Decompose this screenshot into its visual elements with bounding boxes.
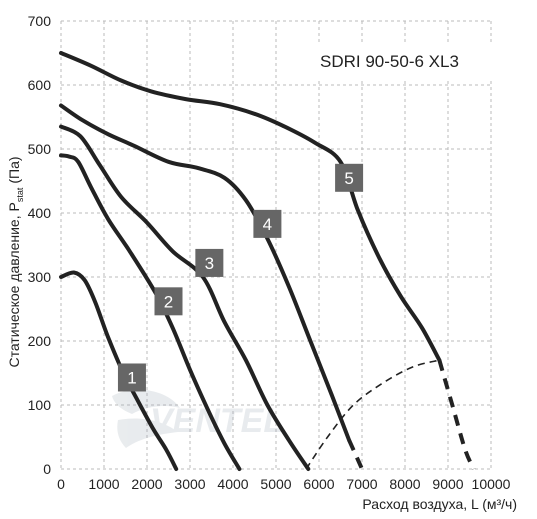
series-1-label: 1 [117, 363, 146, 392]
y-tick-label: 600 [28, 77, 52, 93]
series-2-line [59, 153, 242, 471]
y-tick-label: 400 [28, 205, 52, 221]
x-tick-label: 4000 [217, 476, 248, 492]
y-tick-label: 0 [43, 461, 51, 477]
ventel-watermark: VENTEL [112, 389, 284, 448]
series-label-box [253, 209, 282, 238]
series-2-label: 2 [154, 287, 183, 316]
series-3-label: 3 [195, 248, 224, 277]
series-3-line [59, 124, 311, 471]
title-box [312, 42, 505, 80]
series-label-text: 1 [127, 368, 136, 387]
fan-blade-logo-icon [112, 389, 180, 448]
series-label-text: 2 [164, 292, 173, 311]
y-axis-label-main: Статическое давление, P [6, 202, 22, 367]
series-4-line [59, 103, 352, 443]
series-5-label: 5 [335, 163, 364, 192]
y-tick-label: 200 [28, 333, 52, 349]
x-tick-label: 5000 [260, 476, 291, 492]
series-label-text: 4 [263, 215, 272, 234]
series-label-box [154, 287, 183, 316]
series-label-text: 5 [344, 169, 353, 188]
grid [60, 20, 492, 470]
series-5-line [59, 51, 442, 363]
x-tick-label: 0 [57, 476, 65, 492]
series-label-box [195, 248, 224, 277]
series-4-dashed-extension [347, 439, 364, 470]
x-tick-label: 10000 [472, 476, 511, 492]
x-tick-label: 7000 [346, 476, 377, 492]
x-tick-label: 6000 [303, 476, 334, 492]
y-tick-label: 100 [28, 397, 52, 413]
y-tick-label: 700 [28, 13, 52, 29]
operating-limit-dashed-curve [305, 359, 440, 470]
chart-title: SDRI 90-50-6 XL3 [320, 52, 459, 71]
x-tick-label: 1000 [88, 476, 119, 492]
axis-ticks: 0 1000 2000 3000 4000 5000 6000 7000 8000 9000 100… [28, 13, 511, 492]
x-tick-label: 8000 [389, 476, 420, 492]
x-axis-label: Расход воздуха, L (м³/ч) [362, 496, 517, 512]
x-tick-label: 2000 [131, 476, 162, 492]
curves [59, 51, 476, 471]
y-tick-label: 300 [28, 269, 52, 285]
series-label-box [117, 363, 146, 392]
series-1-line [59, 270, 179, 471]
series-4-label: 4 [253, 209, 282, 238]
ventel-logo-text: VENTEL [150, 402, 284, 440]
y-axis-label: Статическое давление, Pstat (Па) [6, 156, 25, 367]
series-5-dashed-extension [437, 359, 476, 470]
series-label-box [335, 163, 364, 192]
series-label-text: 3 [205, 254, 214, 273]
x-tick-label: 9000 [432, 476, 463, 492]
y-tick-label: 500 [28, 141, 52, 157]
y-axis-label-sub: stat [15, 187, 25, 202]
svg-text:Статическое давление, Pstat(Па: Статическое давление, Pstat (Па) [6, 156, 25, 367]
y-axis-label-unit: (Па) [6, 156, 22, 183]
x-tick-label: 3000 [174, 476, 205, 492]
curve-labels: 1 2 3 4 5 [117, 163, 364, 392]
